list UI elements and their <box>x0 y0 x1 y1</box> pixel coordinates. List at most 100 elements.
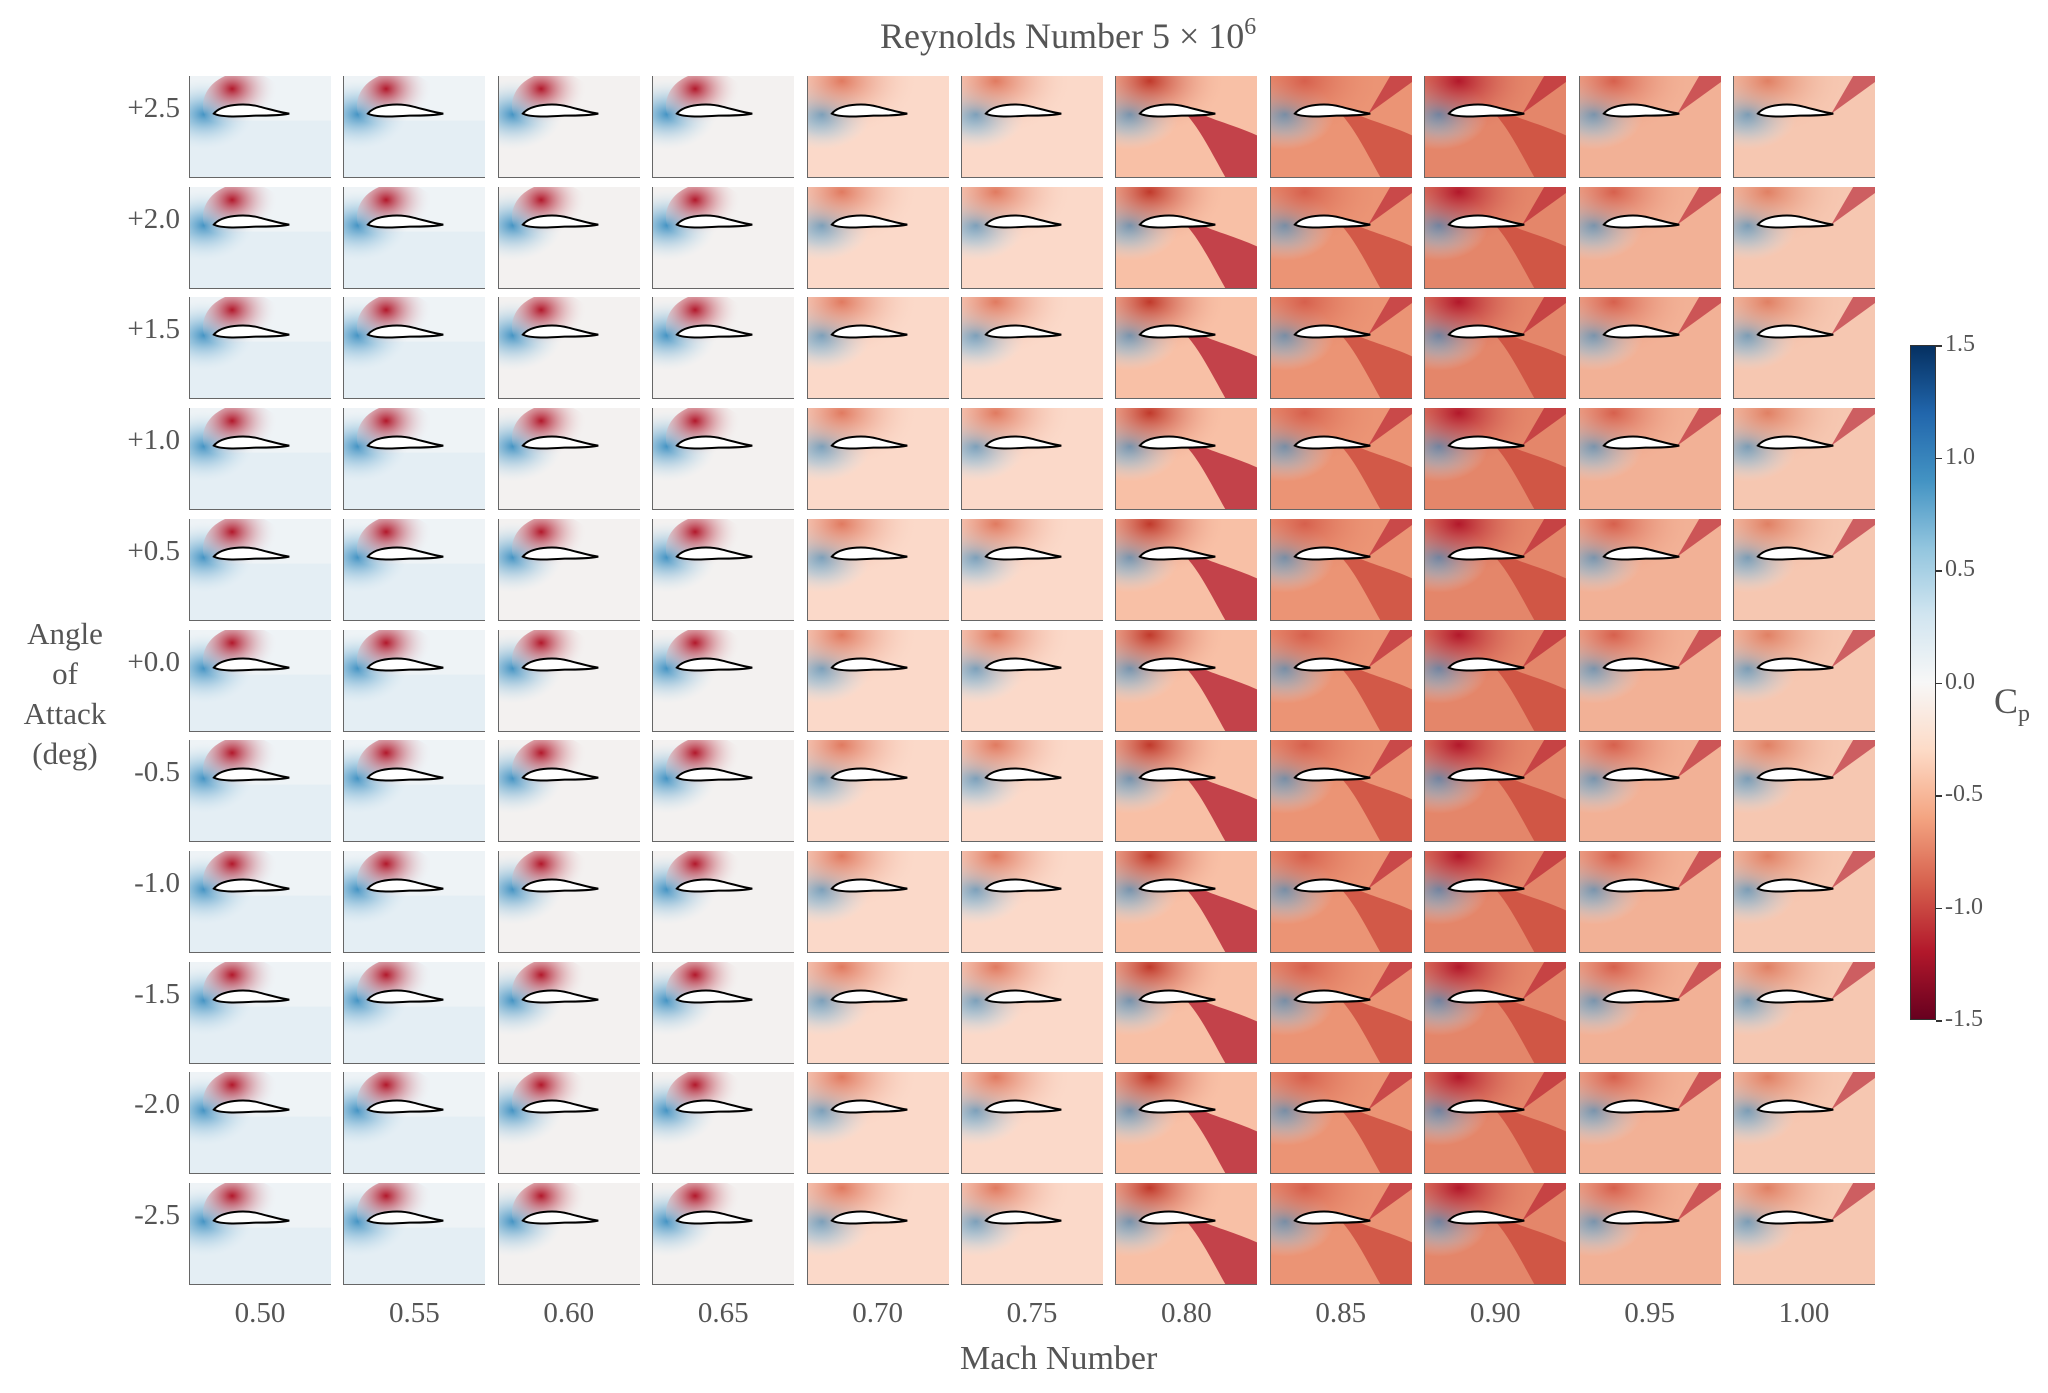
contour-cell <box>1578 1183 1721 1285</box>
contour-cell <box>497 297 640 400</box>
contour-cell <box>343 629 486 732</box>
contour-cell <box>961 1183 1103 1285</box>
mach-tick-label: 0.65 <box>697 1297 749 1329</box>
colorbar-tick-mark <box>1936 1020 1942 1022</box>
aoa-tick-label: +0.5 <box>127 534 180 567</box>
contour-cell <box>652 76 795 178</box>
contour-cell <box>343 740 486 843</box>
mach-tick-label: 0.90 <box>1469 1297 1521 1329</box>
contour-cell <box>1424 518 1567 621</box>
mach-tick-label: 0.55 <box>389 1297 440 1329</box>
contour-cell <box>806 740 949 843</box>
contour-cell <box>1424 629 1567 732</box>
mach-tick-label: 0.60 <box>543 1297 595 1329</box>
contour-cell <box>961 518 1103 621</box>
aoa-tick-label: -0.5 <box>134 756 180 789</box>
mach-tick-label: 0.80 <box>1161 1297 1212 1329</box>
colorbar-tick-mark <box>1936 907 1942 909</box>
contour-cell <box>189 518 331 621</box>
aoa-tick-label: +1.5 <box>127 313 180 346</box>
contour-cell <box>1578 1072 1721 1175</box>
contour-cell <box>1733 518 1875 621</box>
contour-cell <box>652 408 795 511</box>
x-axis-title: Mach Number <box>960 1340 1158 1377</box>
contour-cell <box>806 408 949 511</box>
contour-cell <box>1733 850 1875 953</box>
contour-cell <box>343 1072 486 1175</box>
contour-cell <box>652 518 795 621</box>
contour-cell <box>1115 186 1258 289</box>
contour-cell <box>1424 740 1567 843</box>
contour-cell <box>806 1072 949 1175</box>
contour-cell <box>1424 408 1567 511</box>
contour-cell <box>1733 297 1875 400</box>
contour-cell <box>343 76 486 178</box>
contour-cell <box>343 961 486 1064</box>
contour-cell <box>1115 408 1258 511</box>
contour-cell <box>961 740 1103 843</box>
contour-cell <box>497 186 640 289</box>
contour-cell <box>1578 740 1721 843</box>
cp-contour-grid <box>189 76 1880 1289</box>
contour-cell <box>1115 629 1258 732</box>
colorbar-tick-label: 0.0 <box>1945 668 1975 695</box>
aoa-tick-label: -2.5 <box>134 1199 180 1231</box>
contour-cell <box>1115 297 1258 400</box>
mach-tick-label: 0.50 <box>234 1297 286 1329</box>
colorbar-tick-label: -1.5 <box>1945 1006 1983 1032</box>
contour-cell <box>497 961 640 1064</box>
aoa-tick-label: -2.0 <box>134 1088 180 1121</box>
contour-cell <box>1115 1072 1258 1175</box>
mach-tick-label: 0.85 <box>1315 1297 1367 1329</box>
contour-cell <box>806 297 949 400</box>
colorbar-tick-mark <box>1936 795 1942 797</box>
contour-cell <box>1269 740 1412 843</box>
contour-cell <box>652 1072 795 1175</box>
colorbar-label: Cp <box>1994 680 2030 728</box>
contour-cell <box>1733 740 1875 843</box>
contour-cell <box>1578 518 1721 621</box>
contour-cell <box>1733 1183 1875 1285</box>
colorbar-tick-mark <box>1936 682 1942 684</box>
mach-tick-label: 0.95 <box>1624 1297 1675 1329</box>
title-base: 10 <box>1208 16 1245 56</box>
contour-cell <box>1115 518 1258 621</box>
contour-cell <box>1733 408 1875 511</box>
contour-cell <box>189 186 331 289</box>
y-axis-title: Angle of Attack (deg) <box>23 616 107 771</box>
contour-cell <box>806 1183 949 1285</box>
contour-cell <box>1269 186 1412 289</box>
contour-cell <box>1424 186 1567 289</box>
contour-cell <box>961 850 1103 953</box>
contour-cell <box>1733 629 1875 732</box>
contour-cell <box>189 1183 331 1285</box>
contour-cell <box>652 297 795 400</box>
contour-cell <box>806 629 949 732</box>
contour-cell <box>343 1183 486 1285</box>
colorbar-tick-label: -0.5 <box>1945 781 1983 807</box>
contour-cell <box>497 629 640 732</box>
contour-cell <box>1424 1183 1567 1285</box>
contour-cell <box>1269 629 1412 732</box>
mach-tick-label: 0.75 <box>1006 1297 1058 1329</box>
contour-cell <box>1578 186 1721 289</box>
contour-cell <box>961 76 1103 178</box>
contour-cell <box>961 408 1103 511</box>
contour-cell <box>652 740 795 843</box>
colorbar-tick-mark <box>1936 570 1942 572</box>
contour-cell <box>1578 76 1721 178</box>
contour-cell <box>497 76 640 178</box>
contour-cell <box>806 961 949 1064</box>
contour-cell <box>806 850 949 953</box>
contour-cell <box>1115 850 1258 953</box>
contour-cell <box>1269 297 1412 400</box>
colorbar <box>1910 345 1936 1020</box>
contour-cell <box>806 76 949 178</box>
contour-cell <box>189 740 331 843</box>
contour-cell <box>1424 1072 1567 1175</box>
contour-cell <box>1578 629 1721 732</box>
contour-cell <box>343 850 486 953</box>
colorbar-tick-mark <box>1936 345 1942 347</box>
colorbar-label-sub: p <box>2018 701 2031 728</box>
contour-cell <box>189 629 331 732</box>
